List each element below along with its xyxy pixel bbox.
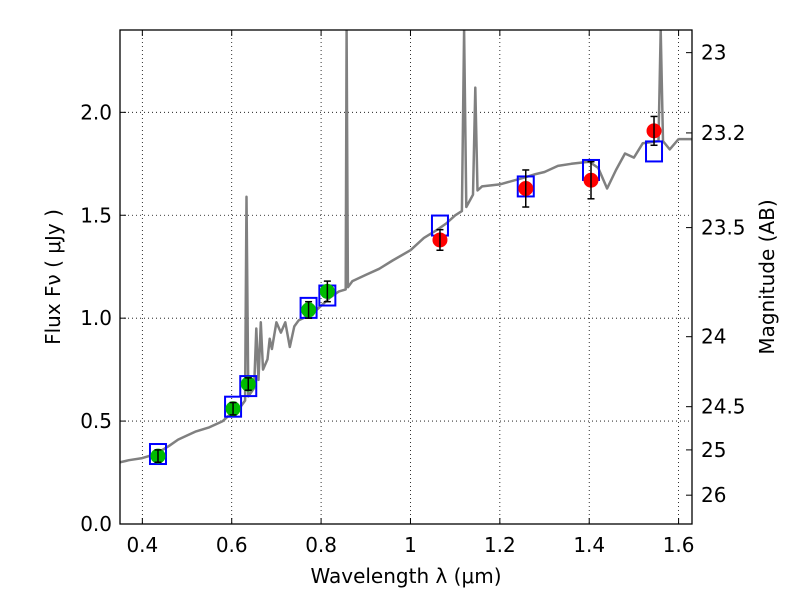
y-tick-label: 1.5 (80, 203, 112, 227)
right-tick-label: 24 (701, 325, 726, 349)
right-tick-label: 24.5 (701, 395, 746, 419)
x-axis-label: Wavelength λ (μm) (310, 564, 501, 588)
x-tick-label: 1.6 (663, 533, 695, 557)
y-tick-label: 1.0 (80, 306, 112, 330)
model-sed-line (120, 30, 692, 464)
x-tick-label: 1.4 (573, 533, 605, 557)
x-tick-label: 1 (404, 533, 417, 557)
right-tick-label: 26 (701, 483, 726, 507)
x-tick-label: 0.8 (305, 533, 337, 557)
right-tick-label: 23.2 (701, 121, 746, 145)
plot-frame (119, 29, 693, 525)
x-tick-label: 1.2 (484, 533, 516, 557)
y-tick-label: 0.0 (80, 512, 112, 536)
right-tick-label: 23 (701, 41, 726, 65)
x-tick-label: 0.6 (216, 533, 248, 557)
tick-layer: 0.4 0.6 0.8 1 1.2 1.4 1.6 0.0 0.5 1.0 1.5 2.0 23 23.2… (80, 30, 746, 557)
model-photometry-square (224, 395, 243, 418)
right-tick-label: 23.5 (701, 216, 746, 240)
y-tick-label: 0.5 (80, 409, 112, 433)
grid-layer (120, 30, 692, 525)
data-layer (120, 30, 692, 466)
model-photometry-square (239, 375, 258, 398)
right-y-axis-label: Magnitude (AB) (755, 199, 779, 354)
model-photometry-square (148, 443, 167, 466)
y-tick-label: 2.0 (80, 100, 112, 124)
right-tick-label: 25 (701, 438, 726, 462)
x-tick-label: 0.4 (126, 533, 158, 557)
y-axis-label: Flux Fν ( μJy ) (41, 209, 65, 345)
